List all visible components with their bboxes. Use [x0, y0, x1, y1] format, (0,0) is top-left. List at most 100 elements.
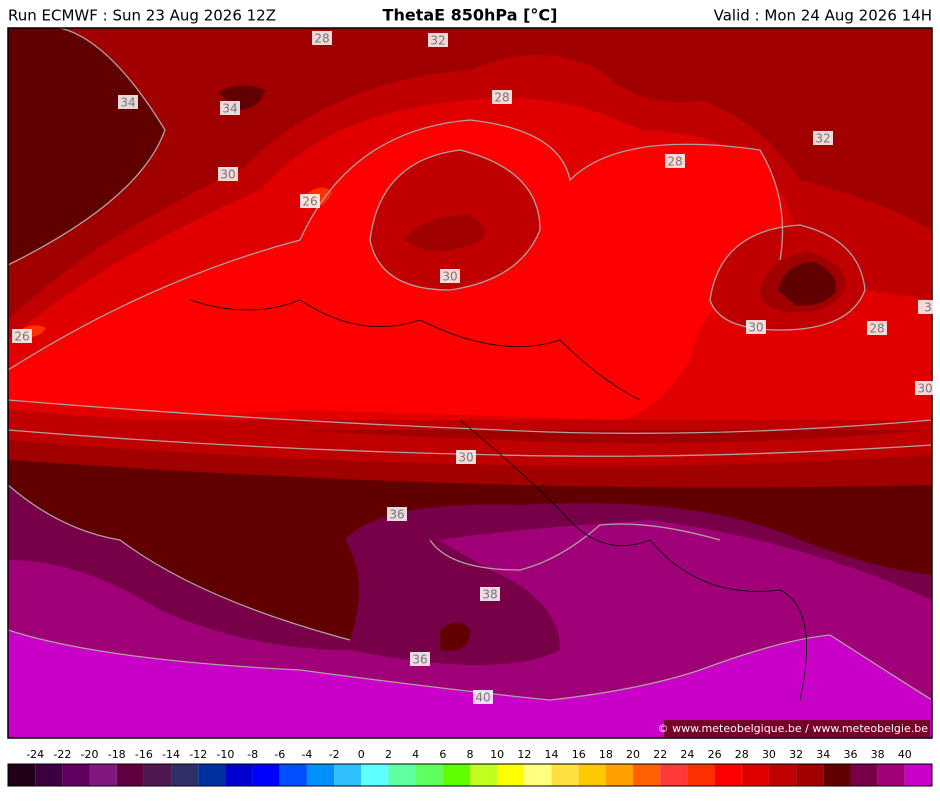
colorbar-label: 38	[871, 748, 885, 761]
contour-label: 36	[389, 508, 404, 522]
colorbar-swatch	[334, 764, 362, 786]
contour-label-box	[312, 31, 332, 45]
colorbar-label: -18	[108, 748, 126, 761]
colorbar-label: 12	[517, 748, 531, 761]
colorbar-swatch	[442, 764, 470, 786]
colorbar-swatch	[660, 764, 688, 786]
colorbar-swatch	[687, 764, 715, 786]
colorbar-swatch	[143, 764, 172, 786]
colorbar-swatch	[904, 764, 932, 786]
colorbar-swatch	[225, 764, 253, 786]
colorbar-swatch	[497, 764, 525, 786]
contour-label: 3	[924, 301, 932, 315]
contour-label: 30	[917, 382, 932, 396]
colorbar-label: -20	[81, 748, 99, 761]
colorbar-label: 14	[545, 748, 559, 761]
colorbar-swatch	[306, 764, 335, 786]
contour-label: 30	[748, 321, 763, 335]
contour-label-box	[410, 652, 430, 666]
colorbar-label: 22	[653, 748, 667, 761]
contour-label: 28	[869, 322, 884, 336]
contour-labels: 28 32 34 34 28 30 26 28 32 30 26 30 28 30 30 36 38 36 40 3	[12, 31, 938, 705]
contour-label: 36	[412, 653, 427, 667]
contour-label-box	[915, 381, 935, 395]
colorbar-label: -16	[135, 748, 153, 761]
colorbar-label: 4	[412, 748, 419, 761]
colorbar-swatch	[171, 764, 199, 786]
contour-label-box	[440, 269, 460, 283]
colorbar-swatch	[8, 764, 36, 786]
colorbar-swatch	[388, 764, 416, 786]
colorbar-swatch	[768, 764, 797, 786]
colorbar-label: -10	[216, 748, 234, 761]
colorbar-label: 40	[898, 748, 912, 761]
colorbar-label: -22	[53, 748, 71, 761]
colorbar-label: -2	[329, 748, 340, 761]
contour-label-box	[220, 101, 240, 115]
colorbar-label: 32	[789, 748, 803, 761]
colorbar-swatch	[605, 764, 634, 786]
colorbar-label: -4	[301, 748, 312, 761]
contour-label: 30	[220, 168, 235, 182]
colorbar-swatch	[252, 764, 280, 786]
contour-label-box	[746, 320, 766, 334]
contour-label: 38	[482, 588, 497, 602]
colorbar-label: -8	[247, 748, 258, 761]
map-field	[8, 28, 932, 738]
colorbar-swatch	[361, 764, 389, 786]
contour-label: 32	[815, 132, 830, 146]
contour-label-box	[480, 587, 500, 601]
colorbar-label: 20	[626, 748, 640, 761]
colorbar-label: 30	[762, 748, 776, 761]
contour-label-box	[473, 690, 493, 704]
colorbar-swatch	[62, 764, 90, 786]
map-title: ThetaE 850hPa [°C]	[383, 6, 558, 25]
contour-label-box	[813, 131, 833, 145]
colorbar-label: 28	[735, 748, 749, 761]
contour-label-box	[300, 194, 320, 208]
colorbar-label: 36	[843, 748, 857, 761]
colorbar: -24 -22 -20 -18 -16 -14 -12 -10 -8 -6 -4 -2 0 2 4 6 8 10 1…	[7, 748, 933, 787]
contour-label: 40	[475, 691, 490, 705]
colorbar-label: -24	[26, 748, 44, 761]
colorbar-label: 6	[439, 748, 446, 761]
contour-label-box	[118, 95, 138, 109]
colorbar-label: 34	[816, 748, 830, 761]
contour-label-box	[867, 321, 887, 335]
colorbar-label: 2	[385, 748, 392, 761]
contour-label: 32	[430, 34, 445, 48]
colorbar-frame	[7, 763, 933, 787]
colorbar-swatch	[633, 764, 661, 786]
colorbar-label: -14	[162, 748, 180, 761]
contour-label: 26	[14, 330, 29, 344]
valid-label: Valid : Mon 24 Aug 2026 14H	[714, 7, 932, 25]
colorbar-swatch	[415, 764, 443, 786]
colorbar-label: 0	[358, 748, 365, 761]
colorbar-swatch	[551, 764, 579, 786]
colorbar-swatch	[796, 764, 824, 786]
colorbar-swatch	[89, 764, 117, 786]
contour-label-box	[456, 450, 476, 464]
colorbar-label: 10	[490, 748, 504, 761]
colorbar-swatch	[470, 764, 498, 786]
colorbar-swatch	[850, 764, 878, 786]
contour-label: 28	[667, 155, 682, 169]
colorbar-swatch	[198, 764, 226, 786]
colorbar-swatch	[877, 764, 905, 786]
colorbar-label: 8	[467, 748, 474, 761]
contour-label-box	[12, 329, 32, 343]
colorbar-swatch	[823, 764, 851, 786]
colorbar-label: 24	[680, 748, 694, 761]
colorbar-swatch	[714, 764, 742, 786]
contour-label: 28	[494, 91, 509, 105]
colorbar-label: 16	[572, 748, 586, 761]
colorbar-swatch	[741, 764, 769, 786]
colorbar-swatch	[578, 764, 606, 786]
colorbar-swatch	[279, 764, 307, 786]
colorbar-swatch	[524, 764, 552, 786]
contour-label-box	[428, 33, 448, 47]
copyright-box	[664, 720, 930, 737]
colorbar-label: 26	[708, 748, 722, 761]
contour-label: 30	[458, 451, 473, 465]
